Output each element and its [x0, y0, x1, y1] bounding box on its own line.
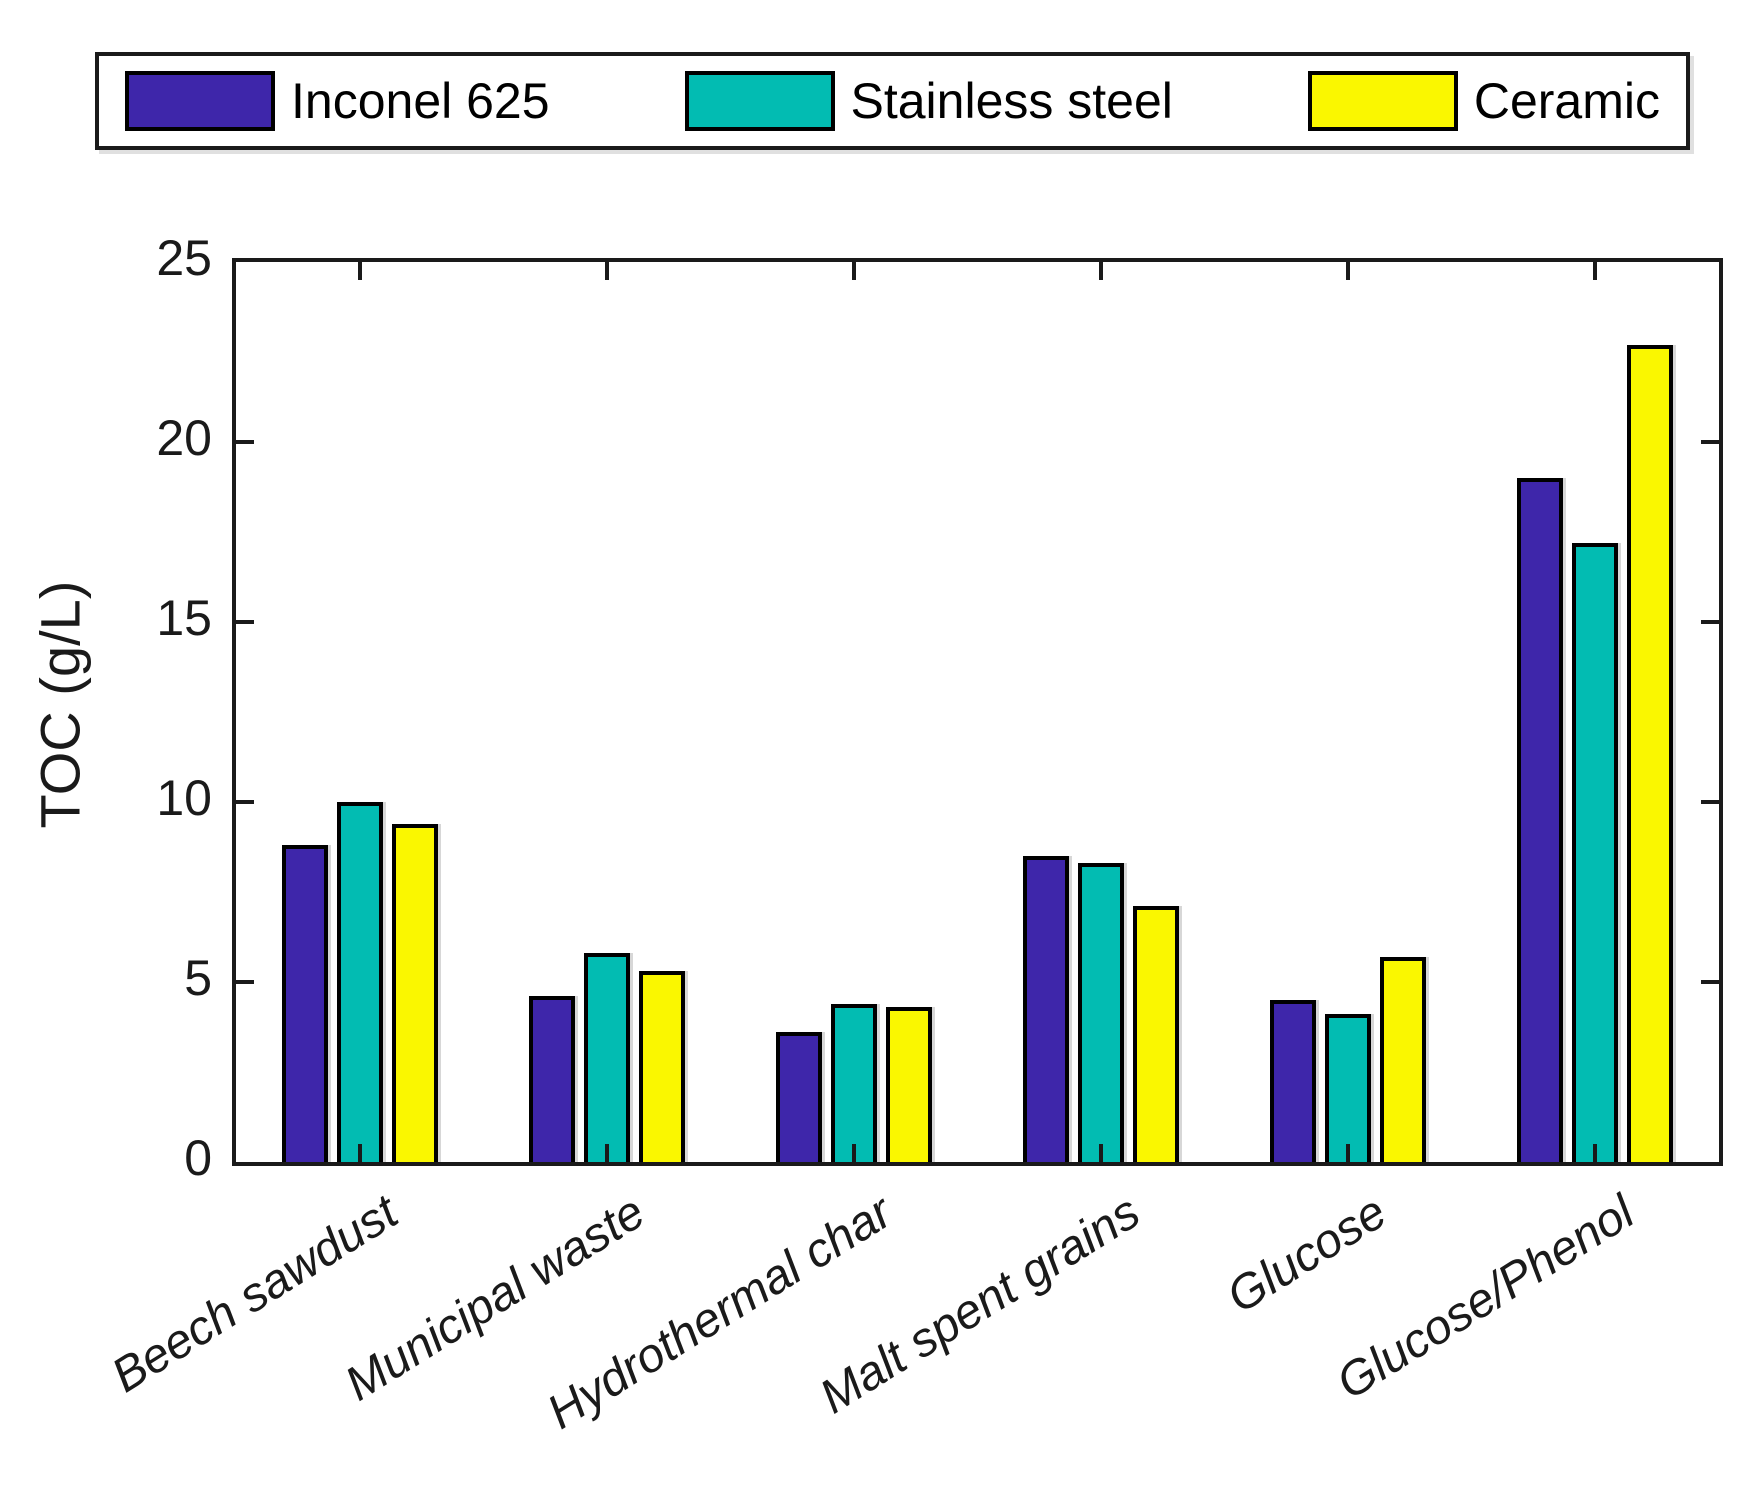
y-tick-mark [236, 800, 254, 804]
x-tick-mark [1099, 1144, 1104, 1162]
x-tick-mark-top [1099, 262, 1104, 280]
legend-label: Inconel 625 [291, 73, 550, 129]
legend-swatch-inconel [125, 71, 275, 131]
bar-inconel-625-beech-sawdust [281, 845, 328, 1162]
x-tick-mark [604, 1144, 609, 1162]
y-tick-mark [236, 440, 254, 444]
x-tick-mark-top [1593, 262, 1598, 280]
bar-inconel-625-municipal-waste [528, 996, 575, 1162]
bar-ceramic-hydrothermal-char [885, 1007, 932, 1162]
x-tick-mark-top [851, 262, 856, 280]
x-tick-label: Glucose [1218, 1185, 1396, 1324]
y-tick-label: 25 [156, 230, 212, 286]
bar-inconel-625-glucose-phenol [1517, 478, 1564, 1162]
y-tick-mark [236, 980, 254, 984]
bar-inconel-625-malt-spent-grains [1023, 856, 1070, 1162]
x-tick-mark-top [357, 262, 362, 280]
bar-ceramic-beech-sawdust [391, 824, 438, 1162]
legend-item-stainless: Stainless steel [684, 71, 1173, 131]
y-tick-label: 0 [184, 1130, 212, 1186]
bar-stainless-steel-municipal-waste [583, 953, 630, 1162]
bar-ceramic-glucose [1380, 957, 1427, 1162]
x-tick-mark [1593, 1144, 1598, 1162]
x-tick-mark [357, 1144, 362, 1162]
y-tick-mark [236, 620, 254, 624]
bar-stainless-steel-beech-sawdust [336, 802, 383, 1162]
y-axis-title: TOC (g/L) [28, 580, 92, 829]
legend-swatch-ceramic [1307, 71, 1458, 131]
x-tick-mark-top [604, 262, 609, 280]
x-tick-mark-top [1346, 262, 1351, 280]
x-tick-mark [851, 1144, 856, 1162]
legend-label: Ceramic [1473, 73, 1660, 129]
bar-inconel-625-glucose [1270, 1000, 1317, 1162]
legend-box: Inconel 625 Stainless steel Ceramic [95, 52, 1690, 150]
y-tick-mark-right [1701, 800, 1719, 804]
legend-label: Stainless steel [850, 73, 1173, 129]
x-tick-mark [1346, 1144, 1351, 1162]
bar-stainless-steel-glucose [1325, 1014, 1372, 1162]
y-tick-mark-right [1701, 620, 1719, 624]
y-tick-mark-right [1701, 440, 1719, 444]
bar-stainless-steel-glucose-phenol [1572, 543, 1619, 1162]
y-tick-label: 10 [156, 770, 212, 826]
legend-item-inconel: Inconel 625 [125, 71, 550, 131]
y-tick-label: 5 [184, 950, 212, 1006]
y-tick-label: 20 [156, 410, 212, 466]
bar-stainless-steel-malt-spent-grains [1078, 863, 1125, 1162]
bar-ceramic-malt-spent-grains [1133, 906, 1180, 1162]
bar-stainless-steel-hydrothermal-char [830, 1004, 877, 1162]
bar-ceramic-municipal-waste [638, 971, 685, 1162]
y-tick-label: 15 [156, 590, 212, 646]
legend-item-ceramic: Ceramic [1307, 71, 1660, 131]
bar-ceramic-glucose-phenol [1627, 345, 1674, 1162]
y-tick-mark-right [1701, 980, 1719, 984]
bar-inconel-625-hydrothermal-char [775, 1032, 822, 1162]
legend-swatch-stainless [684, 71, 835, 131]
plot-frame [232, 258, 1723, 1166]
